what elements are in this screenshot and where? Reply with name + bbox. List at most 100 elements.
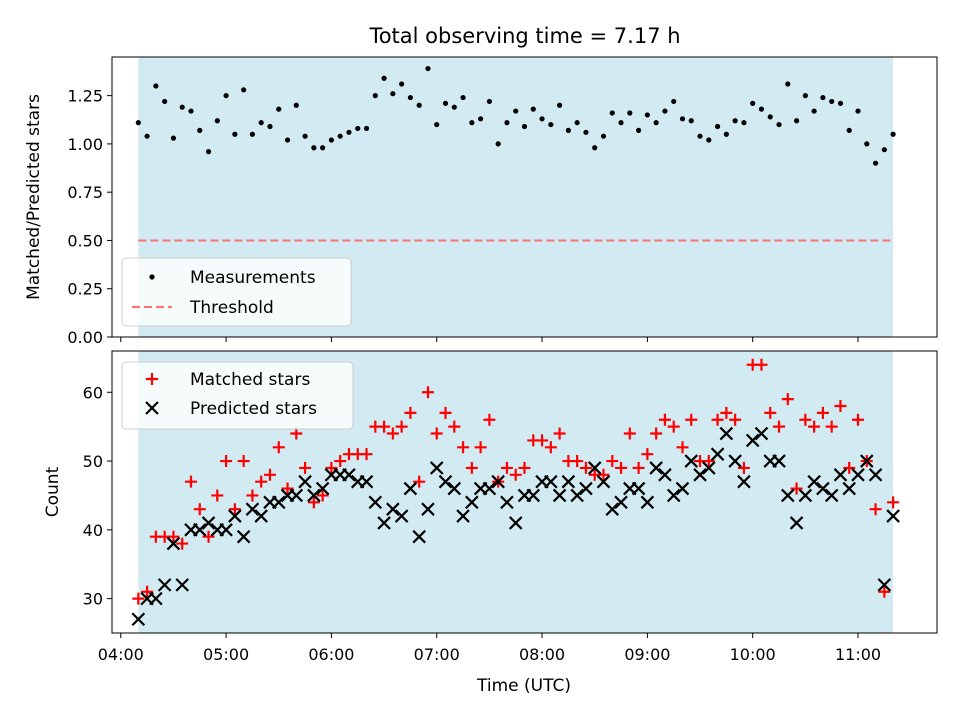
predicted-star-point xyxy=(465,495,479,510)
matched-star-point xyxy=(816,406,829,419)
matched-star-point xyxy=(869,503,882,516)
measurement-point xyxy=(583,129,589,135)
measurement-point xyxy=(223,93,229,99)
predicted-star-point xyxy=(544,474,558,489)
predicted-star-point xyxy=(561,474,576,489)
measurement-point xyxy=(135,120,141,126)
measurement-point xyxy=(504,120,510,126)
measurement-point xyxy=(802,93,808,99)
measurement-point xyxy=(592,145,598,151)
measurement-point xyxy=(425,65,431,72)
predicted-star-point xyxy=(605,502,620,516)
measurement-point xyxy=(872,160,879,166)
measurement-point xyxy=(407,94,414,101)
matched-star-point xyxy=(825,420,838,433)
measurement-point xyxy=(144,133,150,139)
measurement-point xyxy=(188,108,194,114)
matched-star-point xyxy=(465,461,478,474)
matched-star-point xyxy=(509,468,522,481)
measurement-point xyxy=(890,131,896,137)
predicted-star-point xyxy=(824,488,839,503)
predicted-star-point xyxy=(456,509,470,523)
top-y-tick-label: 0.00 xyxy=(67,328,103,347)
predicted-star-point xyxy=(614,495,628,510)
measurement-point xyxy=(758,106,765,112)
measurement-point xyxy=(732,118,738,124)
measurement-point xyxy=(767,114,773,120)
measurement-point xyxy=(697,133,703,139)
matched-star-point xyxy=(220,455,233,468)
measurement-point xyxy=(399,81,405,87)
predicted-star-point xyxy=(482,481,497,496)
bottom-legend: Matched stars Predicted stars xyxy=(121,361,354,430)
predicted-star-point xyxy=(877,578,892,592)
predicted-star-point xyxy=(438,474,453,489)
measurement-point xyxy=(311,145,317,151)
predicted-star-point xyxy=(737,474,751,489)
measurement-point xyxy=(267,123,273,130)
predicted-star-point xyxy=(491,474,505,489)
measurement-point xyxy=(346,129,352,135)
measurement-point xyxy=(469,120,475,126)
predicted-star-point xyxy=(868,468,883,482)
measurement-point xyxy=(627,110,633,116)
bottom-y-axis-label: Count xyxy=(43,466,63,517)
predicted-star-point xyxy=(236,529,251,544)
predicted-star-point xyxy=(570,488,584,503)
matched-star-point xyxy=(457,441,470,454)
measurement-point xyxy=(609,110,615,116)
matched-star-point xyxy=(764,406,777,419)
predicted-star-point xyxy=(245,502,260,516)
top-y-tick-label: 1.00 xyxy=(67,135,103,154)
measurement-point xyxy=(881,147,887,153)
measurement-point xyxy=(302,133,308,139)
predicted-star-point xyxy=(228,509,242,523)
predicted-star-point xyxy=(842,481,857,496)
predicted-star-point xyxy=(377,516,391,530)
measurement-point xyxy=(714,123,721,130)
measurement-point xyxy=(460,94,466,101)
predicted-star-point xyxy=(447,481,462,496)
measurement-point xyxy=(837,100,844,106)
measurement-point xyxy=(328,137,335,143)
x-tick-label: 08:00 xyxy=(519,645,565,664)
predicted-star-point xyxy=(289,488,304,503)
predicted-star-point xyxy=(342,468,356,482)
measurement-point xyxy=(241,87,247,93)
measurement-point xyxy=(337,133,343,139)
predicted-star-point xyxy=(201,516,216,530)
measurement-point xyxy=(776,121,782,128)
predicted-star-point xyxy=(307,488,321,503)
top-panel: Total observing time = 7.17 h 0.00 0.25 0.… xyxy=(24,24,938,347)
matched-star-point xyxy=(676,441,689,454)
predicted-star-point xyxy=(833,468,848,482)
predicted-star-point xyxy=(631,481,646,496)
measurement-point xyxy=(214,118,220,124)
measurement-point xyxy=(548,121,554,128)
x-tick-label: 07:00 xyxy=(414,645,460,664)
measurement-point xyxy=(846,127,852,133)
measurement-point xyxy=(320,145,326,151)
matched-star-point xyxy=(597,468,610,481)
matched-star-point xyxy=(413,475,426,488)
matched-star-point xyxy=(536,434,549,447)
predicted-star-point xyxy=(587,461,602,475)
measurement-point xyxy=(284,137,291,143)
top-y-tick-label: 1.25 xyxy=(67,87,103,106)
matched-star-point xyxy=(790,482,803,495)
matched-star-point xyxy=(167,530,180,543)
matched-star-point xyxy=(474,441,487,454)
predicted-star-point xyxy=(596,474,611,489)
top-y-tick-label: 0.50 xyxy=(67,231,103,250)
measurement-point xyxy=(671,98,677,105)
bottom-panel: 30 40 50 60 04:00 05:00 06:00 07:00 08:00 09:00 1… xyxy=(43,350,938,696)
matched-star-point xyxy=(579,461,592,474)
matched-star-point xyxy=(132,592,145,605)
measurement-point xyxy=(232,131,238,137)
measurement-point xyxy=(162,98,168,105)
measurement-point xyxy=(486,98,492,105)
predicted-star-point xyxy=(552,488,567,503)
measurement-point xyxy=(170,135,177,141)
top-y-tick-label: 0.25 xyxy=(67,280,103,299)
